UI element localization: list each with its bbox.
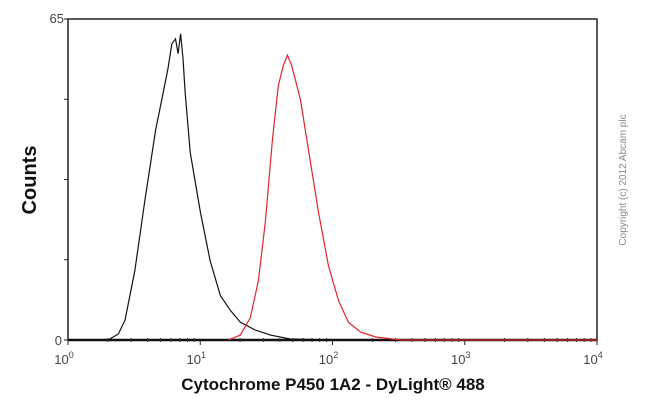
- y-axis-label: Counts: [19, 146, 41, 215]
- copyright-watermark: Copyright (c) 2012 Abcam plc: [618, 114, 629, 245]
- plot-frame: [67, 18, 598, 341]
- x-tick-label: 104: [583, 350, 602, 367]
- histogram-series-2: [228, 53, 597, 341]
- y-tick-label: 0: [55, 333, 62, 348]
- x-axis-label: Cytochrome P450 1A2 - DyLight® 488: [181, 375, 485, 394]
- x-tick-label: 100: [54, 350, 73, 367]
- y-tick-label: 65: [50, 11, 64, 26]
- x-tick-label: 102: [319, 350, 338, 367]
- x-tick-label: 101: [187, 350, 206, 367]
- histogram-series-1: [107, 33, 597, 341]
- x-tick-label: 103: [451, 350, 470, 367]
